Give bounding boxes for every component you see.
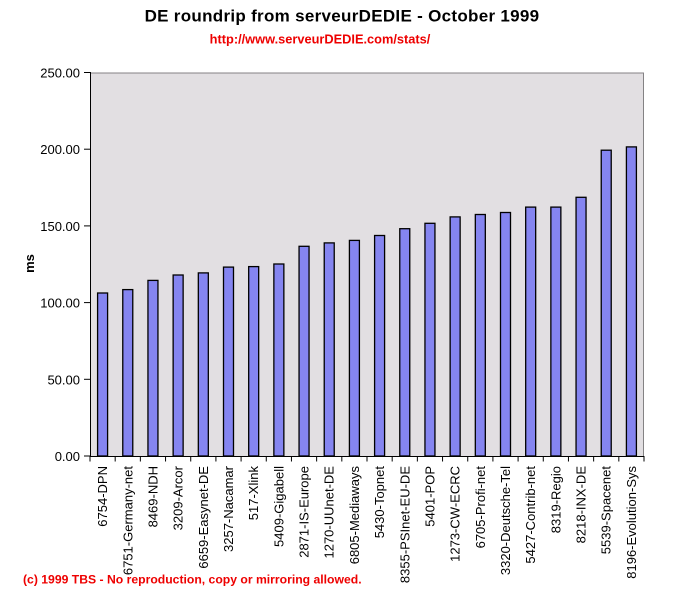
svg-text:5427-Contrib-net: 5427-Contrib-net: [523, 466, 538, 564]
svg-text:5539-Spacenet: 5539-Spacenet: [599, 466, 614, 555]
svg-text:517-Xlink: 517-Xlink: [246, 466, 261, 521]
svg-text:3257-Nacamar: 3257-Nacamar: [221, 465, 236, 552]
svg-text:http://www.serveurDEDIE.com/st: http://www.serveurDEDIE.com/stats/: [210, 32, 431, 47]
svg-text:5401-POP: 5401-POP: [422, 466, 437, 527]
svg-text:2871-IS-Europe: 2871-IS-Europe: [297, 466, 312, 558]
svg-text:8196-Evolution-Sys: 8196-Evolution-Sys: [624, 466, 639, 579]
svg-text:8218-INX-DE: 8218-INX-DE: [574, 466, 589, 544]
svg-text:6805-Mediaways: 6805-Mediaways: [347, 466, 362, 565]
svg-text:1270-UUnet-DE: 1270-UUnet-DE: [322, 466, 337, 559]
svg-text:3320-Deutsche-Tel: 3320-Deutsche-Tel: [498, 466, 513, 575]
svg-text:1273-CW-ECRC: 1273-CW-ECRC: [448, 466, 463, 562]
svg-text:200.00: 200.00: [40, 142, 80, 157]
svg-text:(c) 1999 TBS - No reproduction: (c) 1999 TBS - No reproduction, copy or …: [23, 573, 362, 587]
svg-text:3209-Arcor: 3209-Arcor: [171, 465, 186, 530]
svg-text:DE roundrip from serveurDEDIE: DE roundrip from serveurDEDIE - October …: [145, 7, 540, 26]
svg-text:150.00: 150.00: [40, 219, 80, 234]
svg-text:0.00: 0.00: [55, 449, 80, 464]
svg-text:6754-DPN: 6754-DPN: [95, 466, 110, 527]
svg-text:100.00: 100.00: [40, 296, 80, 311]
svg-text:ms: ms: [22, 254, 37, 273]
svg-text:6705-Profi-net: 6705-Profi-net: [473, 466, 488, 549]
svg-text:50.00: 50.00: [47, 372, 80, 387]
svg-text:8319-Regio: 8319-Regio: [548, 466, 563, 533]
svg-text:5409-Gigabell: 5409-Gigabell: [271, 466, 286, 547]
svg-text:250.00: 250.00: [40, 66, 80, 81]
svg-text:6751-Germany-net: 6751-Germany-net: [120, 466, 135, 575]
svg-text:5430-Topnet: 5430-Topnet: [372, 466, 387, 539]
svg-text:8469-NDH: 8469-NDH: [145, 466, 160, 527]
svg-text:6659-Easynet-DE: 6659-Easynet-DE: [196, 466, 211, 569]
svg-text:8355-PSInet-EU-DE: 8355-PSInet-EU-DE: [397, 466, 412, 583]
